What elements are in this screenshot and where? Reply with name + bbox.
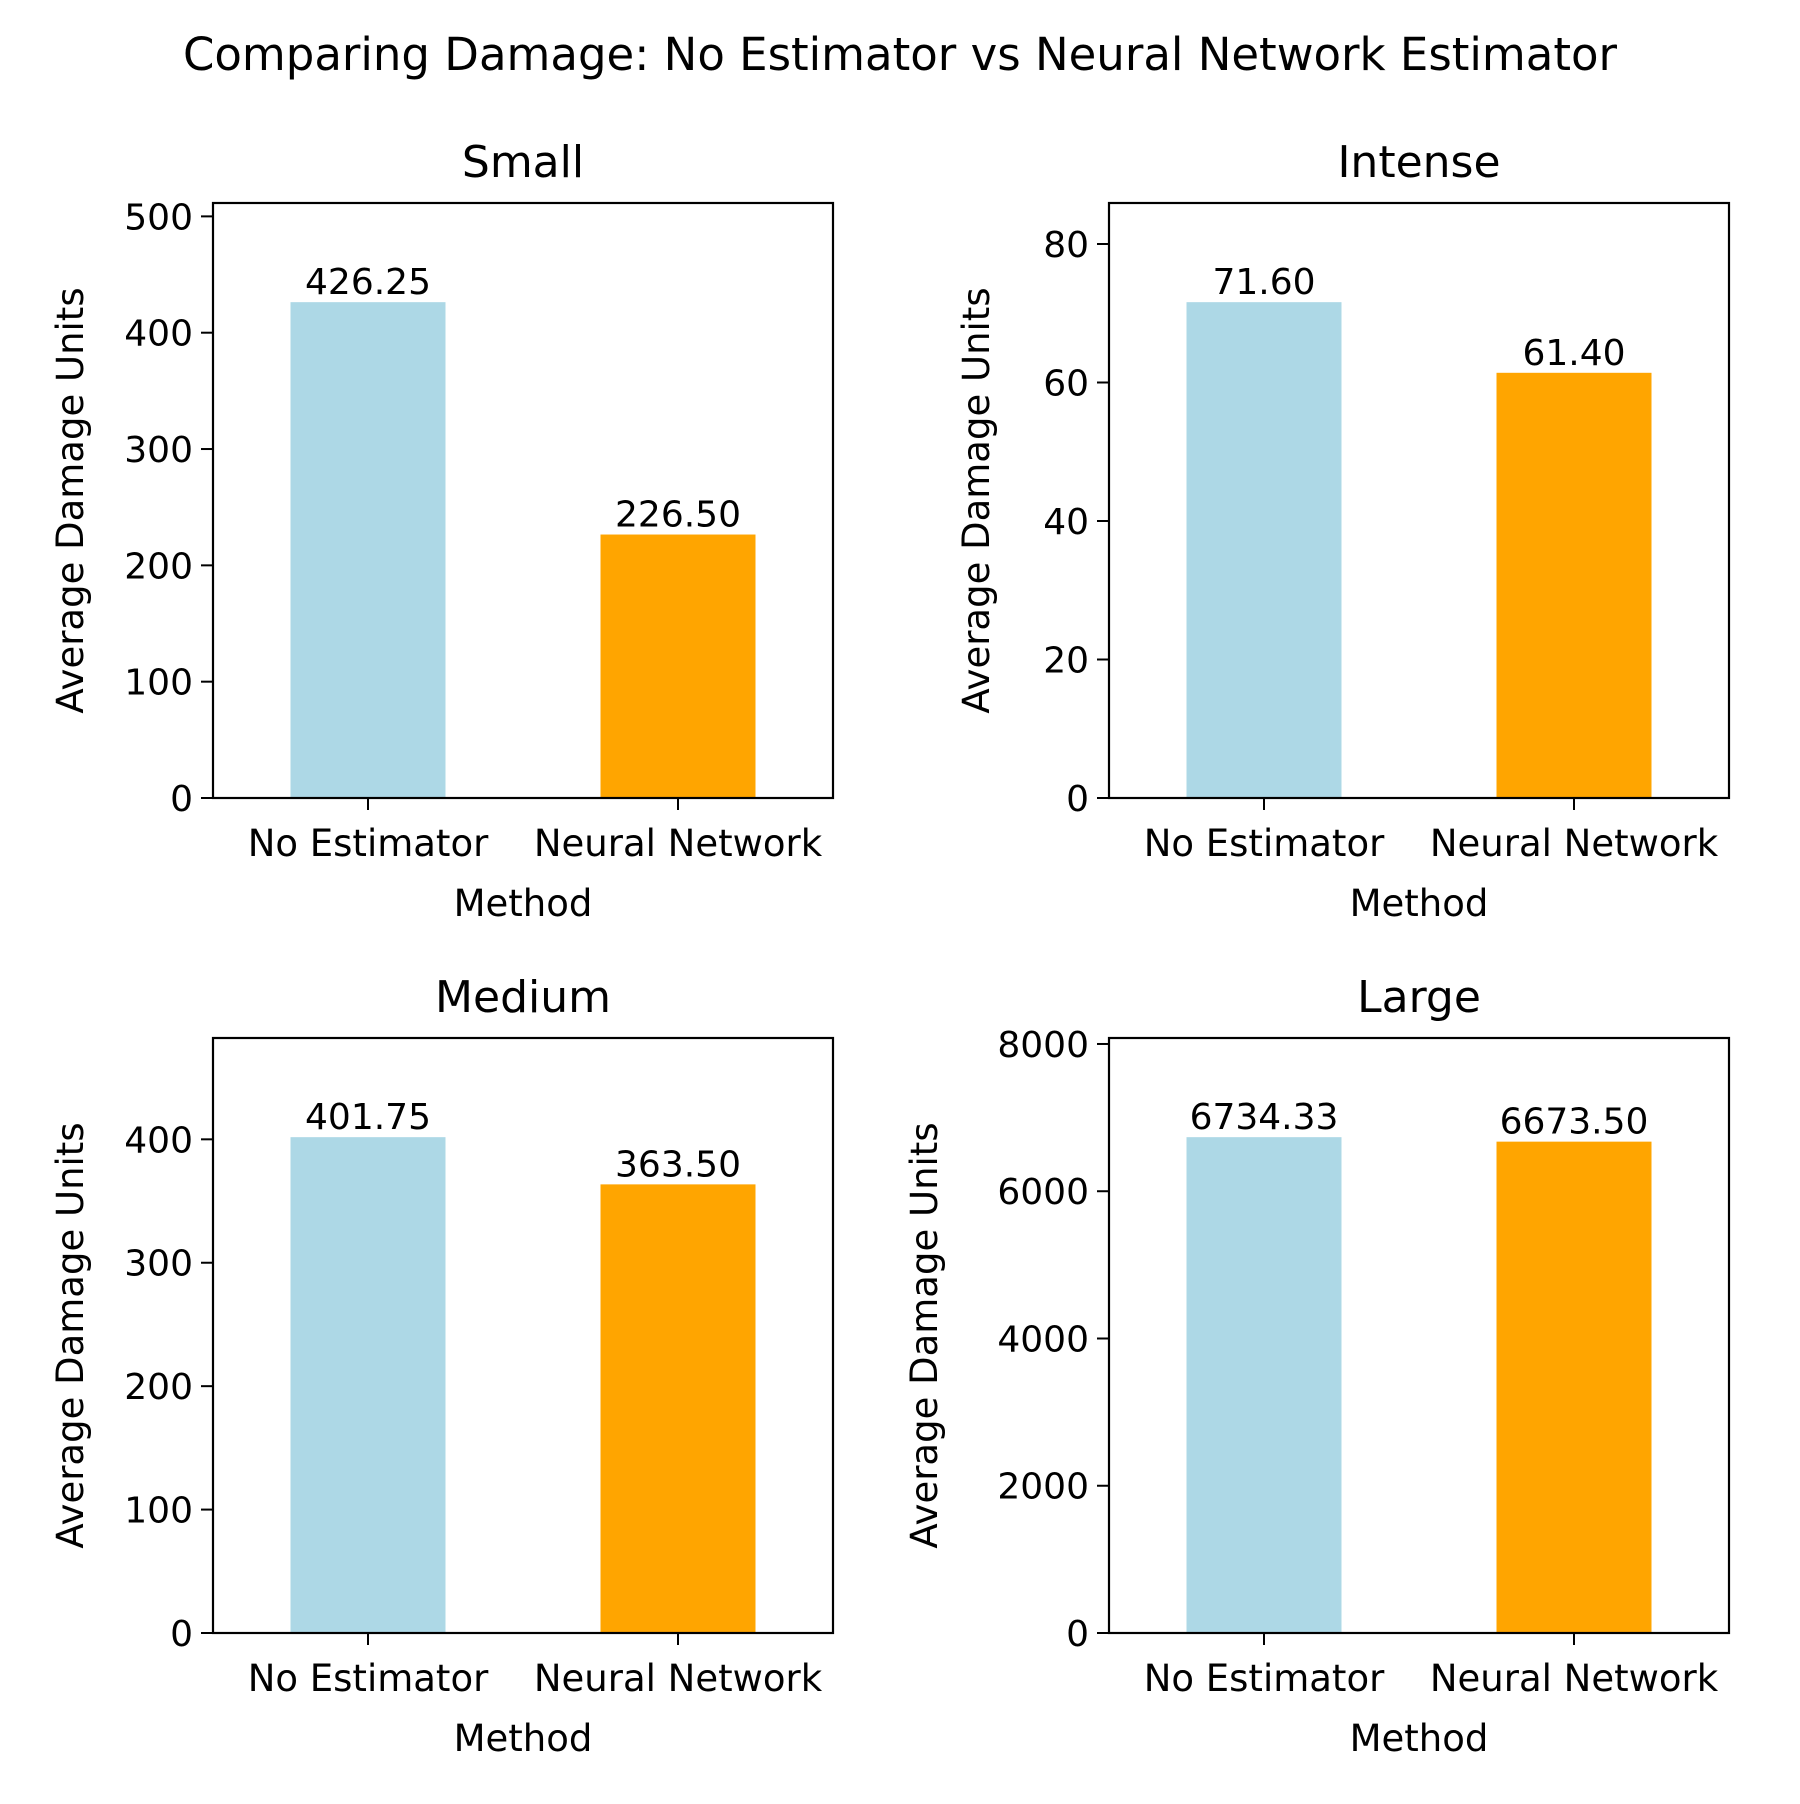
y-tick-label: 2000 [997,1467,1089,1508]
y-tick-label: 80 [1043,225,1089,266]
bar-neural-network [600,1184,756,1633]
x-tick-label: Neural Network [1430,1657,1719,1700]
x-tick-label: No Estimator [1144,822,1385,865]
axes-frame [211,201,835,800]
axes-frame [1107,201,1731,800]
y-axis-label: Average Damage Units [49,287,92,713]
chart-panel-small: 426.25 226.50 0 100 200 300 400 500 No Estimator… [49,137,835,925]
y-tick-label: 4000 [997,1319,1089,1360]
bar-value-label: 363.50 [615,1144,741,1185]
chart-panel-intense: 71.60 61.40 0 20 40 60 80 No Estimator Neural Ne… [955,137,1731,925]
x-tick-label: Neural Network [534,1657,823,1700]
x-tick-label: Neural Network [534,822,823,865]
subplot-title: Medium [435,972,611,1023]
bar-value-label: 6673.50 [1500,1102,1649,1143]
x-tick-label: Neural Network [1430,822,1719,865]
subplot-title: Intense [1337,137,1500,188]
bar-value-label: 61.40 [1522,333,1625,374]
bar-value-label: 426.25 [305,262,431,303]
bar-neural-network [1496,372,1652,798]
bar-no-estimator [290,1137,446,1633]
y-axis-label: Average Damage Units [49,1122,92,1548]
x-axis-label: Method [454,1717,593,1760]
y-axis-label: Average Damage Units [903,1122,946,1548]
x-axis-label: Method [1350,882,1489,925]
y-tick-label: 0 [170,1614,193,1655]
y-tick-label: 0 [1066,779,1089,820]
y-tick-label: 200 [124,546,193,587]
bar-no-estimator [290,302,446,798]
subplot-title: Large [1357,972,1481,1023]
x-tick-label: No Estimator [1144,1657,1385,1700]
y-axis-label: Average Damage Units [955,287,998,713]
y-tick-label: 100 [124,663,193,704]
y-tick-label: 500 [124,197,193,238]
bar-no-estimator [1186,302,1342,798]
axes-frame [211,1036,835,1635]
y-tick-label: 6000 [997,1172,1089,1213]
axes-frame [1107,1036,1731,1635]
bar-neural-network [600,534,756,798]
chart-panel-large: 6734.33 6673.50 0 2000 4000 6000 8000 No Estima… [903,972,1731,1760]
bar-value-label: 6734.33 [1190,1097,1339,1138]
y-tick-label: 0 [1066,1614,1089,1655]
bar-value-label: 226.50 [615,495,741,536]
chart-panel-medium: 401.75 363.50 0 100 200 300 400 No Estimator Neu… [49,972,835,1760]
y-tick-label: 400 [124,314,193,355]
x-tick-label: No Estimator [248,822,489,865]
bar-no-estimator [1186,1137,1342,1633]
x-axis-label: Method [1350,1717,1489,1760]
x-axis-label: Method [454,882,593,925]
y-tick-label: 200 [124,1367,193,1408]
y-tick-label: 300 [124,430,193,471]
bar-value-label: 401.75 [305,1097,431,1138]
y-tick-label: 100 [124,1491,193,1532]
y-tick-label: 8000 [997,1025,1089,1066]
x-tick-label: No Estimator [248,1657,489,1700]
subplot-title: Small [462,137,584,188]
bar-neural-network [1496,1141,1652,1633]
y-tick-label: 400 [124,1120,193,1161]
y-tick-label: 0 [170,779,193,820]
y-tick-label: 300 [124,1244,193,1285]
y-tick-label: 20 [1043,640,1089,681]
y-tick-label: 60 [1043,363,1089,404]
bar-value-label: 71.60 [1212,262,1315,303]
figure-title: Comparing Damage: No Estimator vs Neural… [182,28,1618,81]
y-tick-label: 40 [1043,502,1089,543]
